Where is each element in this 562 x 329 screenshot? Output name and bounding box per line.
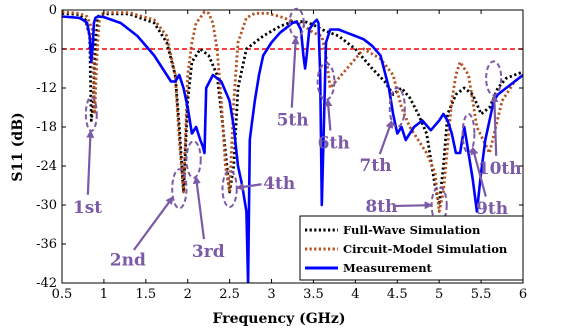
annotation-label-1: 1st — [73, 198, 102, 218]
plot-frame — [61, 9, 524, 284]
annotation-label-2: 2nd — [110, 250, 146, 270]
resonance-ring-10 — [485, 60, 503, 97]
axes-layer: 0.5 1 1.5 2 2.5 3 3.5 4 4.5 5 5.5 6 0 -6 -12 -18 -24 -30 -… — [36, 3, 527, 302]
legend-label-1: Full-Wave Simulation — [343, 223, 481, 237]
legend: Full-Wave Simulation Circuit-Model Simula… — [299, 215, 524, 281]
x-tick-label: 2 — [184, 287, 192, 302]
annotation-label-7: 7th — [360, 156, 392, 176]
x-tick-label: 0.5 — [52, 287, 73, 302]
annotation-label-10: 10th — [478, 159, 522, 179]
annotation-layer: 1st 2nd 3rd 4th 5th 6th 7th 8th 9th 10th — [73, 7, 522, 270]
y-tick-label: -42 — [36, 276, 57, 291]
annotation-arrow-1 — [86, 129, 95, 195]
resonance-ring-6 — [316, 62, 336, 101]
annotation-arrow-4 — [235, 182, 262, 191]
annotation-label-3: 3rd — [192, 242, 225, 262]
annotation-label-4: 4th — [263, 174, 295, 194]
legend-label-3: Measurement — [343, 261, 433, 275]
y-tick-label: -24 — [36, 159, 57, 174]
y-tick-label: -36 — [36, 237, 57, 252]
resonance-ring-7 — [388, 87, 406, 128]
x-tick-label: 3.5 — [303, 287, 324, 302]
x-tick-label: 1.5 — [135, 287, 156, 302]
resonance-ring-2 — [171, 168, 188, 210]
annotation-arrow-3 — [192, 175, 206, 240]
annotation-arrow-8 — [395, 201, 433, 210]
annotation-arrow-5 — [290, 36, 300, 108]
series-line-1 — [62, 11, 523, 207]
x-tick-label: 1 — [100, 287, 108, 302]
x-tick-label: 4.5 — [387, 287, 408, 302]
x-tick-label: 3 — [267, 287, 275, 302]
legend-label-2: Circuit-Model Simulation — [343, 242, 508, 256]
x-tick-label: 4 — [351, 287, 359, 302]
y-tick-label: -30 — [36, 198, 57, 213]
x-axis-title: Frequency (GHz) — [213, 311, 346, 327]
annotation-arrow-7 — [378, 119, 394, 155]
series-layer — [62, 10, 523, 283]
annotation-arrow-9 — [470, 146, 487, 197]
annotation-arrow-2 — [132, 196, 174, 251]
annotation-arrow-6 — [324, 98, 333, 131]
annotation-label-9: 9th — [476, 199, 508, 219]
x-tick-label: 6 — [519, 287, 527, 302]
y-tick-label: -6 — [44, 42, 57, 57]
x-tick-label: 2.5 — [219, 287, 240, 302]
annotation-label-6: 6th — [318, 133, 350, 153]
y-tick-label: 0 — [49, 3, 57, 18]
x-tick-label: 5.5 — [471, 287, 492, 302]
series-line-3 — [62, 15, 523, 283]
y-tick-label: -12 — [36, 81, 57, 96]
annotation-arrow-10 — [490, 94, 499, 156]
resonance-ring-9 — [461, 113, 476, 154]
y-tick-label: -18 — [36, 120, 57, 135]
resonance-ring-3 — [185, 140, 202, 179]
annotation-label-5: 5th — [277, 111, 309, 131]
y-axis-title: S11 (dB) — [10, 112, 26, 181]
annotation-label-8: 8th — [365, 197, 397, 217]
x-tick-label: 5 — [435, 287, 443, 302]
